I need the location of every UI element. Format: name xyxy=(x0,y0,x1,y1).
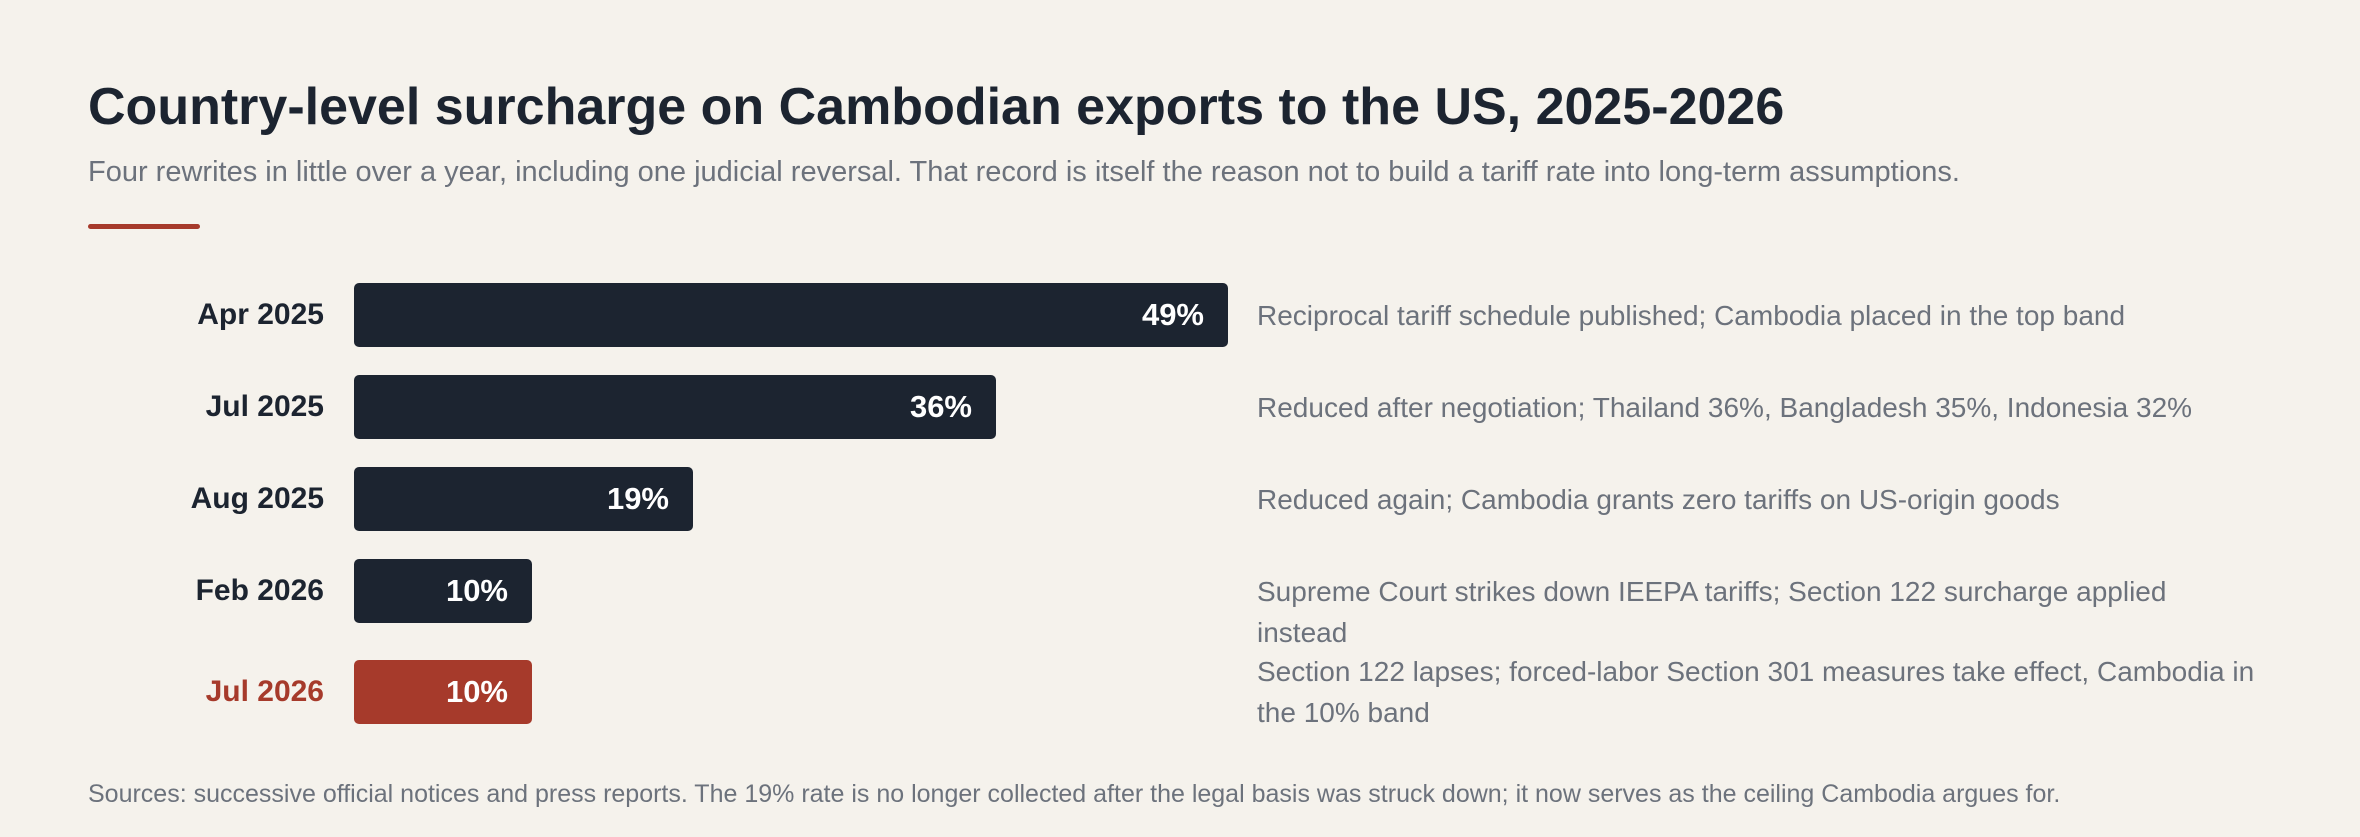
source-note: Sources: successive official notices and… xyxy=(88,780,2061,808)
bar: 10% xyxy=(354,660,532,724)
bar: 49% xyxy=(354,283,1228,347)
annotation-note: Section 122 lapses; forced-labor Section… xyxy=(1257,656,2255,728)
bar-value-label: 10% xyxy=(445,674,508,709)
bar-row-jul-2025: Jul 2025 36% xyxy=(0,375,2360,439)
bar-value-label: 19% xyxy=(606,481,669,516)
bar-value-label: 10% xyxy=(445,573,508,608)
annotation-note: Reduced after negotiation; Thailand 36%,… xyxy=(1257,392,2193,423)
bar-value-label: 36% xyxy=(909,389,972,424)
chart-title: Country-level surcharge on Cambodian exp… xyxy=(88,78,1785,136)
category-label: Feb 2026 xyxy=(195,574,324,607)
accent-rule xyxy=(88,224,200,229)
bar-row-apr-2025: Apr 2025 49% xyxy=(0,283,2360,347)
category-label: Jul 2025 xyxy=(205,390,324,423)
bar: 10% xyxy=(354,559,532,623)
bar-row-jul-2026: Jul 2026 10% xyxy=(0,660,2360,724)
bar: 19% xyxy=(354,467,693,531)
bar-value-label: 49% xyxy=(1141,297,1204,332)
chart-subtitle: Four rewrites in little over a year, inc… xyxy=(88,156,1960,188)
annotation-note: Reciprocal tariff schedule published; Ca… xyxy=(1257,300,2126,331)
annotation-note: Reduced again; Cambodia grants zero tari… xyxy=(1257,484,2060,515)
bar: 36% xyxy=(354,375,996,439)
category-label: Aug 2025 xyxy=(190,482,324,515)
category-label: Apr 2025 xyxy=(197,298,324,331)
category-label: Jul 2026 xyxy=(205,675,324,708)
bar-row-aug-2025: Aug 2025 19% xyxy=(0,467,2360,531)
bar-row-feb-2026: Feb 2026 10% xyxy=(0,559,2360,623)
annotation-note: Supreme Court strikes down IEEPA tariffs… xyxy=(1257,576,2167,648)
